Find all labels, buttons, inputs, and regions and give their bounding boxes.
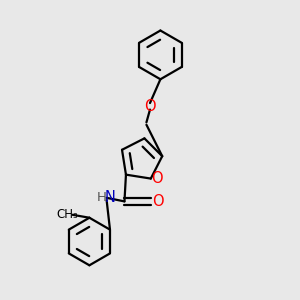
Text: N: N [104, 190, 115, 205]
Text: O: O [144, 98, 156, 113]
Text: H: H [96, 191, 106, 204]
Text: CH₃: CH₃ [56, 208, 78, 221]
Text: O: O [152, 194, 164, 209]
Text: O: O [152, 171, 163, 186]
